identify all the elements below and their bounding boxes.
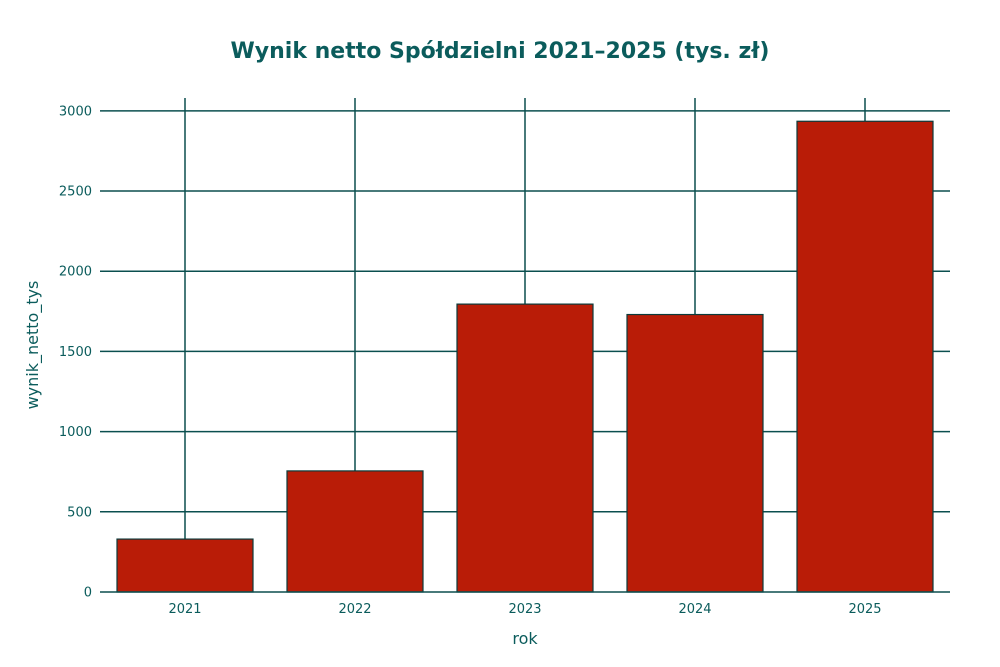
y-tick-label: 2500 <box>59 185 92 200</box>
y-tick-label: 2000 <box>59 265 92 280</box>
x-tick-label: 2023 <box>508 602 541 617</box>
x-tick-label: 2021 <box>168 602 201 617</box>
x-tick-label: 2022 <box>338 602 371 617</box>
y-tick-label: 0 <box>84 586 92 601</box>
x-tick-label: 2024 <box>678 602 711 617</box>
bar-2021 <box>116 538 254 593</box>
x-tick-label: 2025 <box>848 602 881 617</box>
y-axis-ticks: 0 500 1000 1500 2000 2500 3000 <box>59 104 92 600</box>
y-tick-label: 1500 <box>59 345 92 360</box>
x-axis-ticks: 2021 2022 2023 2024 2025 <box>168 602 881 617</box>
y-tick-label: 500 <box>67 505 92 520</box>
x-axis-title: rok <box>512 629 538 648</box>
chart-title: Wynik netto Spółdzielni 2021–2025 (tys. … <box>231 39 770 64</box>
y-tick-label: 1000 <box>59 425 92 440</box>
y-axis-title: wynik_netto_tys <box>23 281 43 410</box>
bar-2024 <box>626 313 764 593</box>
y-tick-label: 3000 <box>59 104 92 119</box>
bar-2023 <box>456 303 594 593</box>
bar-2022 <box>286 470 424 593</box>
bar-2025 <box>796 120 934 593</box>
bars <box>116 120 934 593</box>
